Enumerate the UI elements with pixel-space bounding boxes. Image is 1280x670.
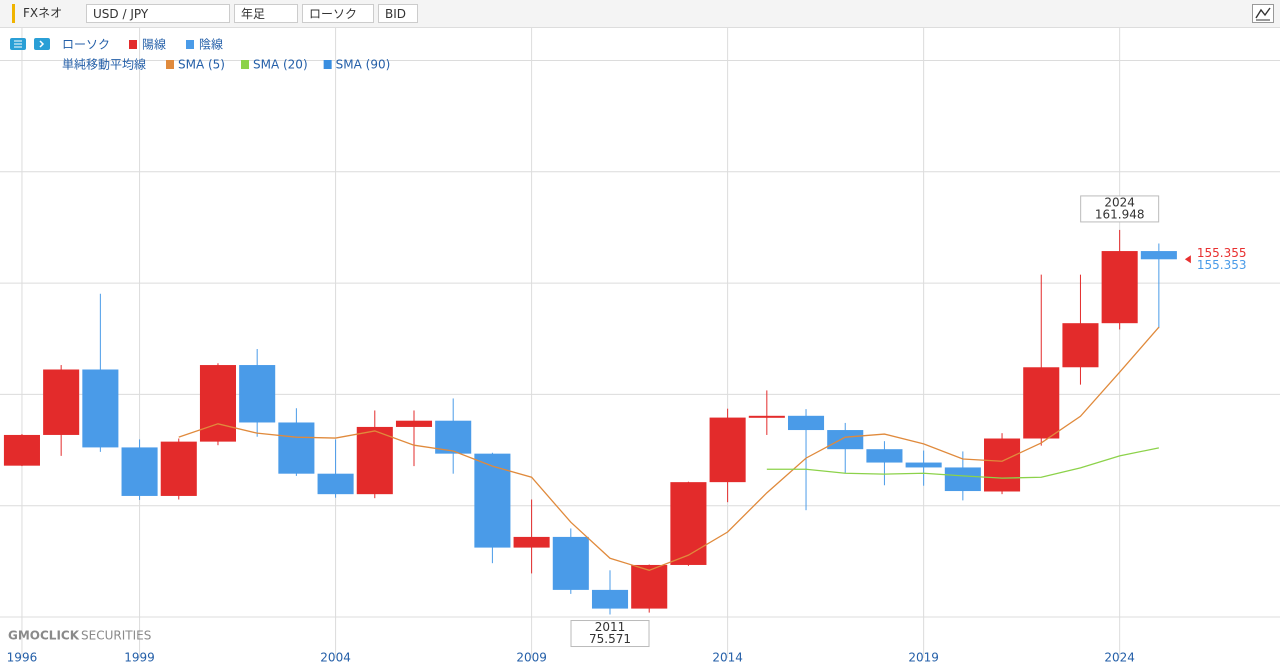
candle-body — [513, 536, 550, 548]
legend-swatch — [129, 40, 137, 49]
candle-body — [984, 438, 1021, 492]
sma-line — [178, 326, 1160, 571]
legend-ma-title: 単純移動平均線 — [62, 57, 146, 72]
watermark: GMOCLICK — [8, 629, 80, 643]
toolbar: FXネオ USD / JPY 年足 ローソク BID — [0, 0, 1280, 28]
legend-candle: ローソク — [62, 38, 110, 52]
price-tag: 155.353 — [1197, 258, 1247, 272]
x-tick-label: 2009 — [516, 651, 547, 665]
legend-swatch — [186, 40, 194, 49]
candle-body — [395, 420, 433, 427]
legend-series: SMA (20) — [253, 58, 308, 72]
candle-body — [670, 482, 707, 565]
candle-body — [748, 415, 785, 418]
annotation-year: 2024 — [1104, 195, 1135, 209]
annotation-box — [570, 620, 650, 648]
legend-series: SMA (90) — [336, 58, 391, 72]
candle-body — [787, 415, 825, 431]
button-icon — [1255, 7, 1271, 19]
candle-body — [3, 434, 40, 466]
candle-body — [1023, 367, 1060, 439]
draw-tool-button[interactable] — [1252, 4, 1274, 23]
toggle-icon — [39, 40, 45, 48]
price-tag: 155.355 — [1197, 246, 1247, 260]
candle-body — [160, 441, 197, 496]
candle-body — [1140, 251, 1177, 260]
candle-body — [121, 447, 158, 496]
candle-body — [474, 453, 511, 548]
grid: 1996 1999 2004 2009 2014 2019 2024 GMOCLICK SECU… — [0, 28, 1280, 665]
period-select[interactable]: 年足 — [234, 4, 298, 23]
legend-swatch — [241, 60, 249, 69]
legend: ローソク 陽線 陰線 単純移動平均線 SMA (5) SMA (20) SMA (9… — [10, 37, 390, 72]
annotation-value: 161.948 — [1095, 207, 1145, 221]
candle-body — [827, 430, 864, 450]
candle-body — [905, 462, 942, 468]
candle-body — [866, 449, 903, 463]
candle-body — [1101, 251, 1138, 324]
candle-body — [356, 426, 393, 495]
candle-body — [317, 473, 354, 495]
x-tick-label: 2024 — [1104, 651, 1135, 665]
candle-body — [552, 536, 589, 590]
candle-body — [944, 467, 981, 492]
candle-body — [631, 564, 668, 609]
legend-swatch — [166, 60, 174, 69]
legend-series: SMA (5) — [178, 58, 225, 72]
chart: 1996 1999 2004 2009 2014 2019 2024 GMOCLICK SECU… — [0, 28, 1280, 665]
candle-body — [43, 369, 80, 435]
x-tick-label: 2014 — [712, 651, 743, 665]
price-pointer — [1184, 255, 1191, 264]
menu-icon — [14, 40, 22, 48]
annotation-year: 2011 — [595, 620, 626, 634]
x-tick-label: 1999 — [124, 651, 155, 665]
candle-body — [591, 589, 629, 609]
legend-swatch — [323, 60, 332, 69]
brand: FXネオ — [12, 4, 62, 23]
candle-body — [278, 422, 315, 474]
candle-body — [239, 365, 276, 423]
candle-body — [199, 365, 237, 442]
candle-body — [82, 369, 119, 448]
x-tick-label: 1996 — [7, 651, 38, 665]
annotation-value: 75.571 — [589, 632, 631, 646]
candle-body — [1062, 323, 1099, 368]
x-tick-label: 2004 — [320, 651, 351, 665]
annotation-box — [1080, 195, 1160, 223]
pair-select[interactable]: USD / JPY — [86, 4, 230, 23]
price-side-select[interactable]: BID — [378, 4, 418, 23]
x-tick-label: 2019 — [908, 651, 939, 665]
candle-body — [435, 420, 472, 454]
legend-down: 陰線 — [199, 37, 223, 52]
candle-body — [709, 417, 746, 483]
sma-line — [766, 447, 1159, 479]
watermark-suffix: SECURITIES — [81, 629, 151, 643]
legend-up: 陽線 — [142, 37, 166, 52]
chart-kind-select[interactable]: ローソク — [302, 4, 374, 23]
